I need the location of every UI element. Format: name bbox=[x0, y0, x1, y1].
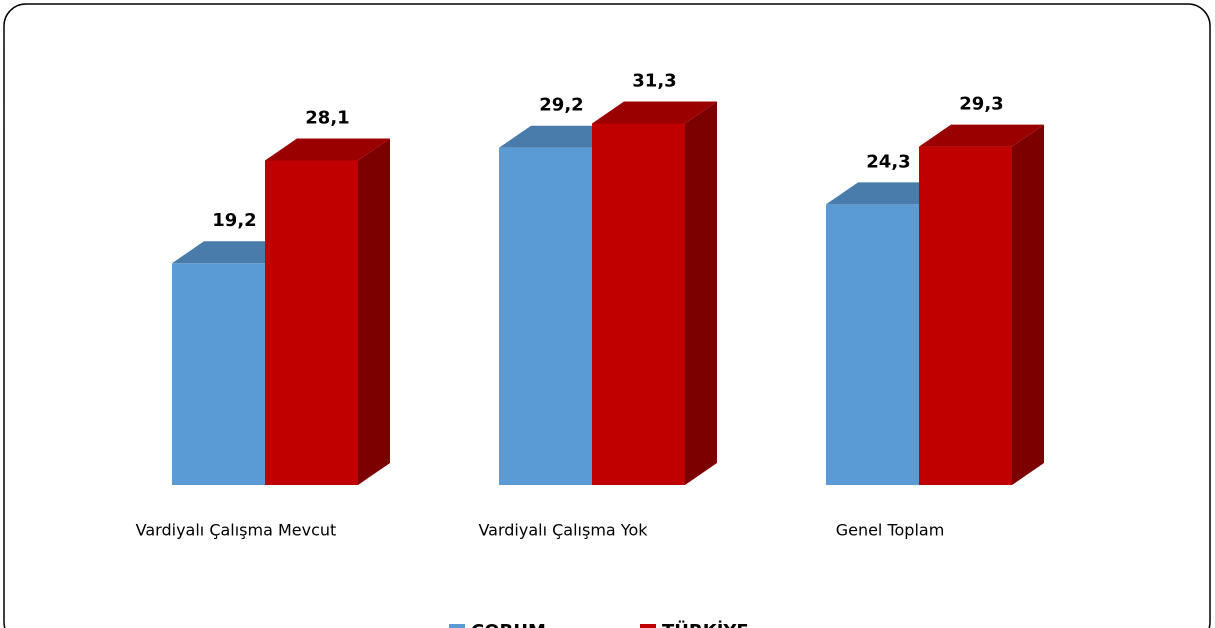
bar-top bbox=[265, 138, 390, 161]
legend-swatch bbox=[449, 624, 465, 628]
bar bbox=[265, 160, 358, 485]
value-label: 28,1 bbox=[305, 107, 349, 128]
bar bbox=[826, 204, 919, 485]
bar bbox=[499, 147, 592, 486]
bar-side bbox=[685, 101, 717, 486]
legend-label: ÇORUM bbox=[471, 621, 546, 628]
bar-side bbox=[1012, 124, 1044, 486]
bar bbox=[172, 263, 265, 485]
bar-top bbox=[592, 101, 717, 124]
x-tick-label: Vardiyalı Çalışma Mevcut bbox=[136, 521, 337, 540]
bar-top bbox=[919, 124, 1044, 147]
bar bbox=[592, 123, 685, 486]
bar-side bbox=[358, 138, 390, 485]
value-label: 31,3 bbox=[632, 70, 676, 91]
legend-swatch bbox=[640, 624, 656, 628]
x-tick-label: Vardiyalı Çalışma Yok bbox=[478, 521, 648, 540]
x-tick-label: Genel Toplam bbox=[836, 521, 945, 540]
bar bbox=[919, 146, 1012, 485]
value-label: 29,3 bbox=[959, 94, 1003, 115]
value-label: 29,2 bbox=[539, 95, 583, 116]
value-label: 24,3 bbox=[866, 151, 910, 172]
legend-label: TÜRKİYE bbox=[662, 620, 749, 628]
value-label: 19,2 bbox=[212, 210, 256, 231]
